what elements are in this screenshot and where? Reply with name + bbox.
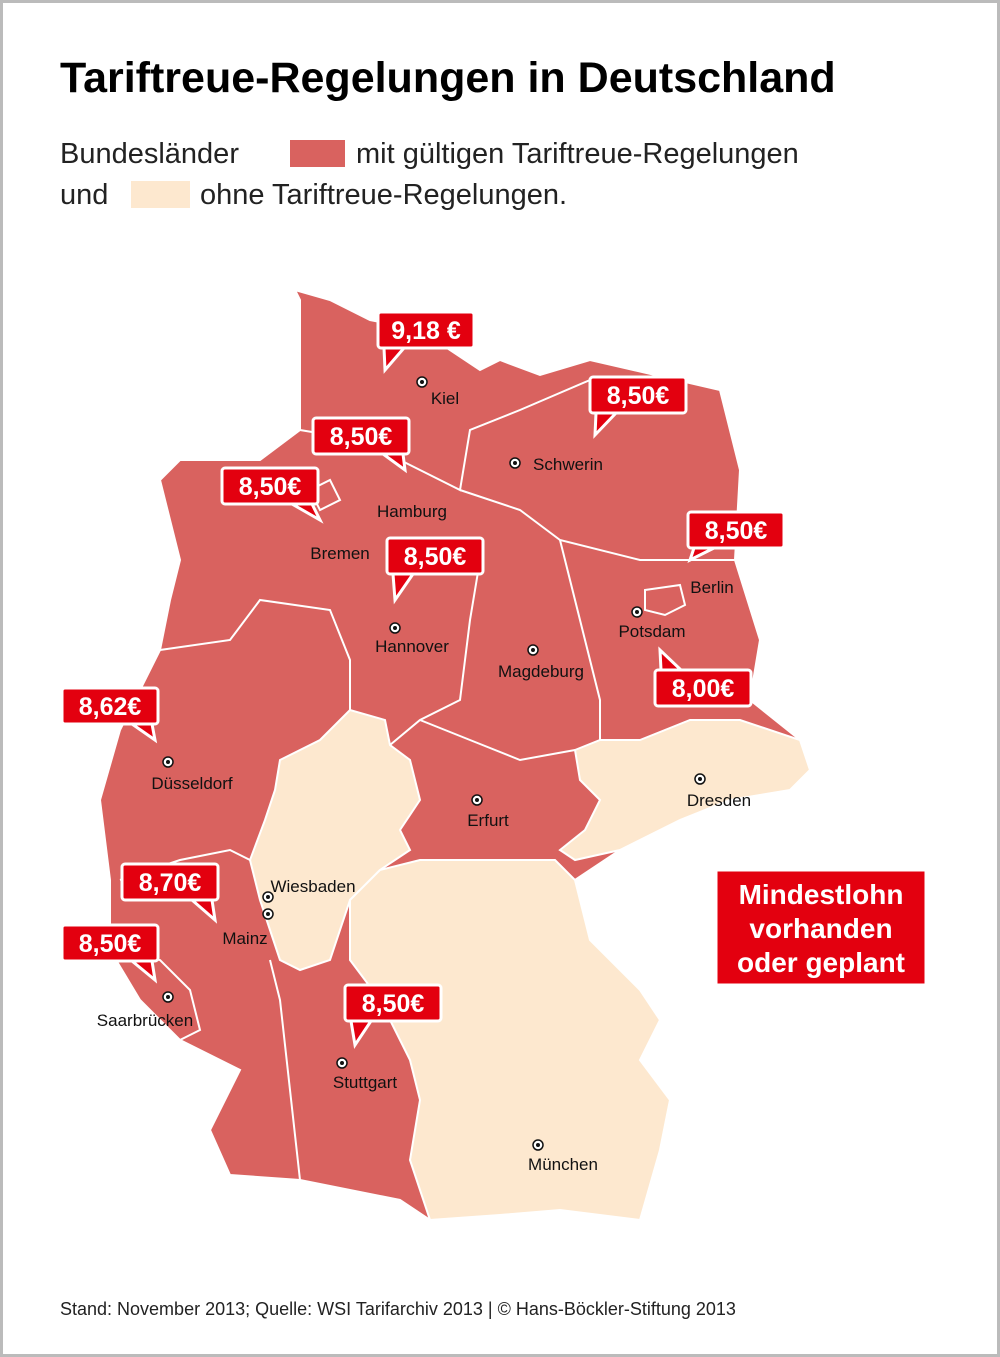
title: Tariftreue-Regelungen in Deutschland [60, 54, 836, 102]
callout-box [714, 868, 928, 987]
wage-label: 8,00€ [672, 675, 735, 703]
city-dot-center [340, 1061, 344, 1065]
city-label: Saarbrücken [97, 1011, 193, 1030]
wage-label: 8,50€ [330, 423, 393, 451]
label-box-cover [657, 672, 749, 704]
label-box-cover [64, 690, 156, 722]
wage-label: 8,50€ [362, 990, 425, 1018]
legend-swatch [290, 140, 345, 167]
label-box-cover [347, 987, 439, 1019]
wage-label: 8,62€ [79, 693, 142, 721]
legend-without: ohne Tariftreue-Regelungen. [200, 179, 567, 211]
legend-prefix: Bundesländer [60, 138, 239, 170]
wage-label: 8,50€ [607, 382, 670, 410]
legend-conjunction: und [60, 179, 108, 211]
wage-label: 8,50€ [239, 473, 302, 501]
city-dot-center [166, 760, 170, 764]
city-label: Hannover [375, 637, 449, 656]
city-label: Hamburg [377, 502, 447, 521]
callout-line: oder geplant [737, 947, 905, 978]
callout-line: Mindestlohn [739, 879, 904, 910]
city-dot-center [166, 995, 170, 999]
city-label: Dresden [687, 791, 751, 810]
city-dot-center [536, 1143, 540, 1147]
label-box-cover [315, 420, 407, 452]
city-label: Erfurt [467, 811, 509, 830]
wage-label: 8,50€ [404, 543, 467, 571]
city-dot-center [531, 648, 535, 652]
city-dot-center [266, 912, 270, 916]
region-without [349, 859, 672, 1222]
label-box-cover [224, 470, 316, 502]
city-label: Bremen [310, 544, 370, 563]
city-label: München [528, 1155, 598, 1174]
legend-swatch [131, 181, 190, 208]
city-label: Schwerin [533, 455, 603, 474]
wage-label: 8,50€ [79, 930, 142, 958]
map [98, 288, 812, 1222]
city-label: Wiesbaden [270, 877, 355, 896]
city-dot-center [420, 380, 424, 384]
label-box-cover [389, 540, 481, 572]
city-dot-center [635, 610, 639, 614]
city-label: Berlin [690, 578, 733, 597]
label-box-cover [124, 866, 216, 898]
wage-label: 9,18 € [391, 317, 461, 345]
footer: Stand: November 2013; Quelle: WSI Tarifa… [60, 1299, 736, 1319]
wage-label: 8,70€ [139, 869, 202, 897]
city-dot-center [513, 461, 517, 465]
label-box-cover [380, 314, 472, 346]
city-dot-center [393, 626, 397, 630]
city-label: Stuttgart [333, 1073, 398, 1092]
label-box-cover [64, 927, 156, 959]
city-dot-center [698, 777, 702, 781]
region-without [558, 719, 812, 862]
wage-label: 8,50€ [705, 517, 768, 545]
city-label: Potsdam [618, 622, 685, 641]
city-dot-center [475, 798, 479, 802]
city-dot-center [266, 895, 270, 899]
city-label: Mainz [222, 929, 267, 948]
state-borders [109, 379, 735, 1181]
label-box-cover [690, 514, 782, 546]
city-label: Düsseldorf [151, 774, 233, 793]
city-label: Magdeburg [498, 662, 584, 681]
legend-with: mit gültigen Tariftreue-Regelungen [356, 138, 799, 170]
city-label: Kiel [431, 389, 459, 408]
callout-line: vorhanden [749, 913, 892, 944]
label-box-cover [592, 379, 684, 411]
